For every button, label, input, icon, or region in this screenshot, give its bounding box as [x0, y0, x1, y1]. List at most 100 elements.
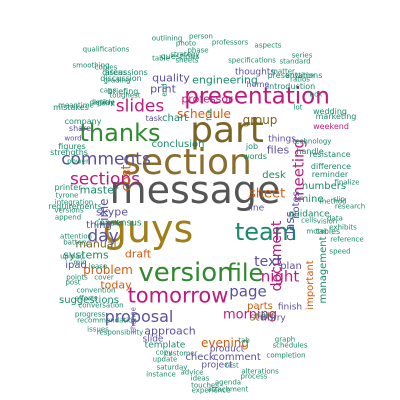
word-template: template: [144, 340, 186, 351]
word-files: files: [266, 143, 290, 157]
word-reference: reference: [330, 235, 364, 244]
word-saturday: saturday: [156, 363, 188, 372]
word-presentations: presentations: [267, 71, 323, 80]
word-requirements: requirements: [48, 202, 102, 211]
word-sheets: sheets: [175, 56, 199, 65]
word-group: group: [242, 113, 278, 127]
word-comment: comment: [213, 352, 261, 363]
word-engineering: engineering: [192, 73, 258, 87]
word-lot: lot: [293, 103, 303, 112]
word-chart: chart: [162, 113, 188, 124]
word-table: table: [152, 54, 170, 63]
word-print: print: [150, 82, 176, 96]
word-ideas: ideas: [190, 374, 210, 383]
word-important: important: [305, 260, 316, 310]
word-draft: draft: [124, 247, 152, 261]
word-marketing: marketing: [315, 112, 357, 121]
word-points: points: [66, 273, 88, 282]
word-version: version: [138, 258, 234, 288]
word-series: series: [291, 51, 313, 60]
word-thoughts: thoughts: [234, 67, 276, 78]
word-conclusion: conclusion: [151, 139, 205, 150]
word-figures: figures: [58, 142, 86, 151]
word-printer: printer: [54, 183, 82, 192]
word-touches: touches: [191, 381, 219, 390]
word-convention: convention: [76, 286, 116, 295]
word-aspects: aspects: [254, 41, 282, 50]
word-discussion: discussion: [100, 74, 142, 83]
word-evening: evening: [200, 336, 250, 350]
word-ratios: ratios: [290, 75, 310, 84]
word-instance: instance: [146, 370, 176, 379]
word-stuff: stuff: [249, 310, 275, 324]
word-recommendation: recommendation: [77, 316, 137, 325]
word-cost: cost: [119, 164, 135, 192]
word-tyrone: tyrone: [55, 191, 79, 200]
word-morning: morning: [222, 307, 278, 323]
word-night: night: [260, 267, 300, 286]
word-briefing: briefing: [107, 87, 139, 96]
word-attention: attention: [60, 232, 92, 241]
word-thanks: thanks: [79, 119, 161, 147]
word-attachment: attachment: [207, 385, 249, 394]
word-upload: upload: [60, 252, 84, 261]
word-weekend: weekend: [313, 122, 349, 131]
word-graph: graph: [274, 335, 296, 344]
word-master: master: [79, 183, 119, 197]
word-professors: professors: [211, 38, 249, 47]
word-suggestions: suggestions: [59, 295, 119, 306]
word-share: share: [68, 124, 92, 133]
word-professor: professor: [181, 92, 233, 106]
word-project: project: [201, 360, 233, 371]
word-cover: cover: [94, 273, 114, 282]
word-sheet: sheet: [248, 186, 286, 202]
word-progress: progress: [74, 310, 106, 319]
word-meantime: meantime: [58, 101, 94, 110]
word-task: task: [145, 114, 163, 123]
word-alterations: alterations: [241, 367, 279, 376]
word-finalize: finalize: [334, 178, 360, 187]
word-areas: areas: [104, 68, 128, 77]
word-exhibits: exhibits: [329, 223, 357, 232]
word-check: check: [185, 352, 215, 363]
word-tomorrow: tomorrow: [127, 283, 229, 308]
word-toughest: toughest: [109, 91, 141, 100]
word-person: person: [189, 32, 213, 41]
word-lease: lease: [88, 262, 108, 271]
word-file: file: [226, 259, 264, 287]
word-manual: manual: [75, 237, 117, 251]
word-desk: desk: [262, 170, 286, 181]
word-resistance: resistance: [309, 150, 351, 159]
word-issues: issues: [87, 325, 109, 334]
word-end: end: [160, 83, 169, 97]
word-customer: customer: [164, 349, 198, 358]
word-tables: tables: [315, 227, 341, 236]
word-speed: speed: [329, 247, 351, 256]
word-copies: copies: [94, 63, 118, 72]
word-standard: standard: [279, 57, 311, 66]
word-slip: slip: [333, 195, 345, 204]
word-min: min: [73, 258, 87, 267]
word-product: product: [209, 344, 245, 355]
word-versions: versions: [54, 206, 84, 215]
word-photo: photo: [175, 39, 197, 48]
word-mine: mine: [298, 194, 324, 205]
word-job: job: [245, 142, 259, 151]
word-worry: worry: [260, 313, 286, 324]
word-wedding: wedding: [313, 107, 347, 116]
word-matter: matter: [271, 67, 295, 76]
word-agenda: agenda: [214, 378, 242, 387]
word-technology: technology: [292, 137, 332, 146]
word-slides: slides: [115, 96, 165, 117]
word-box: box: [309, 90, 323, 99]
word-comments: comments: [61, 149, 151, 170]
word-section: section: [122, 142, 252, 183]
word-management: management: [318, 236, 329, 304]
word-approach: approach: [144, 324, 196, 338]
word-presentation: presentation: [184, 83, 330, 110]
word-outlining: outlining: [151, 34, 183, 43]
word-change: change: [129, 307, 138, 333]
word-schedule: schedule: [177, 107, 231, 121]
word-skype: skype: [96, 205, 128, 219]
